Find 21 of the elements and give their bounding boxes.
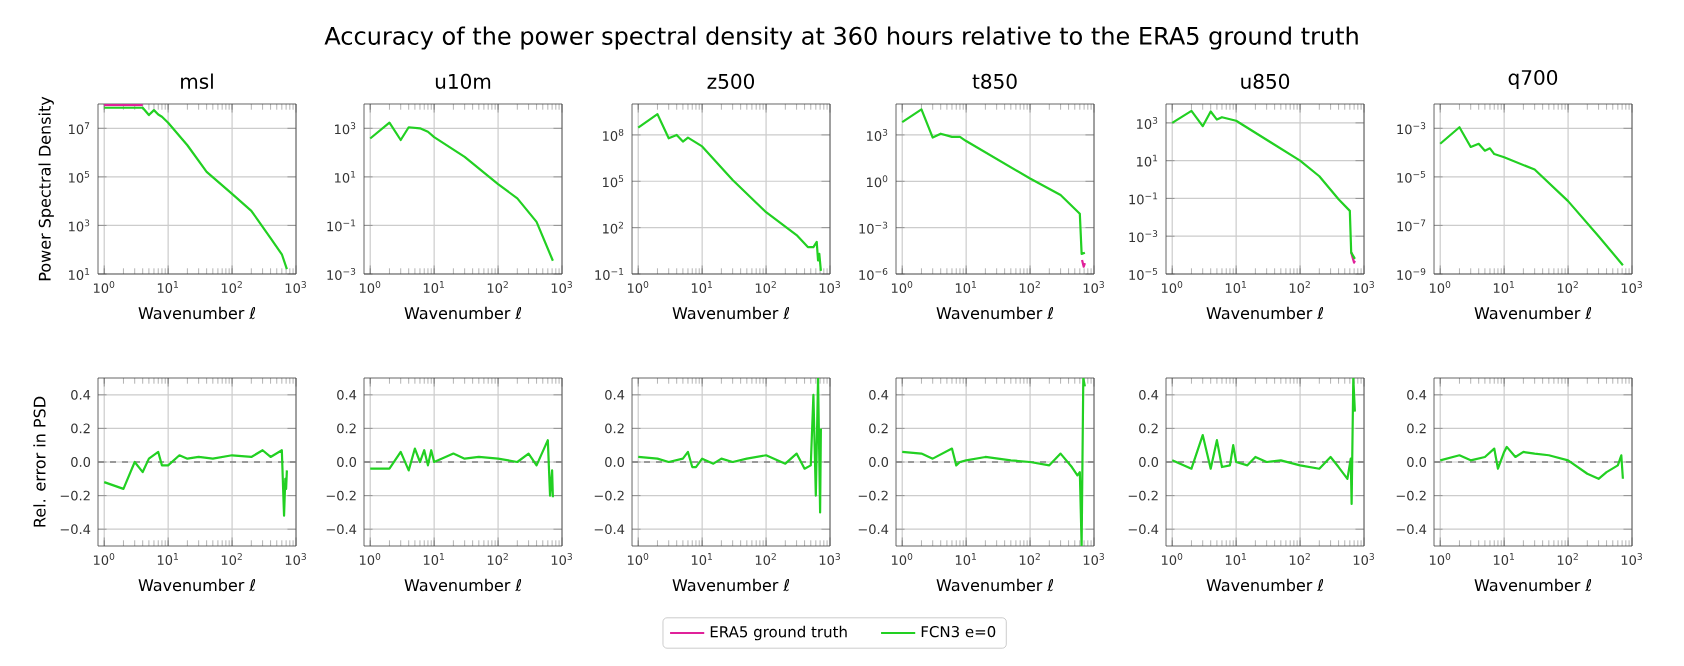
x-axis-title: Wavenumber ℓ <box>404 306 522 320</box>
chart-title: t850 <box>972 73 1017 89</box>
x-axis-title: Wavenumber ℓ <box>936 306 1054 320</box>
y-axis-title: Power Spectral Density <box>38 96 54 281</box>
x-axis-title: Wavenumber ℓ <box>1474 306 1592 320</box>
x-axis-title: Wavenumber ℓ <box>672 578 790 592</box>
x-axis-title: Wavenumber ℓ <box>404 578 522 592</box>
chart-title: u850 <box>1241 73 1290 89</box>
chart-title: msl <box>181 73 213 89</box>
chart-title: q700 <box>1508 69 1558 89</box>
x-axis-title: Wavenumber ℓ <box>1474 578 1592 592</box>
x-axis-title: Wavenumber ℓ <box>672 306 790 320</box>
x-axis-title: Wavenumber ℓ <box>138 306 256 320</box>
chart-title: z500 <box>707 73 755 89</box>
x-axis-title: Wavenumber ℓ <box>936 578 1054 592</box>
text: Accuracy of the power spectral density at 360 hours relative to the ERA5 ground truth <box>324 26 1358 50</box>
y-axis-title: Rel. error in PSD <box>33 396 46 527</box>
x-axis-title: Wavenumber ℓ <box>1206 306 1324 320</box>
x-axis-title: Wavenumber ℓ <box>138 578 256 592</box>
x-axis-title: Wavenumber ℓ <box>1206 578 1324 592</box>
chart-title: u10m <box>435 73 491 89</box>
